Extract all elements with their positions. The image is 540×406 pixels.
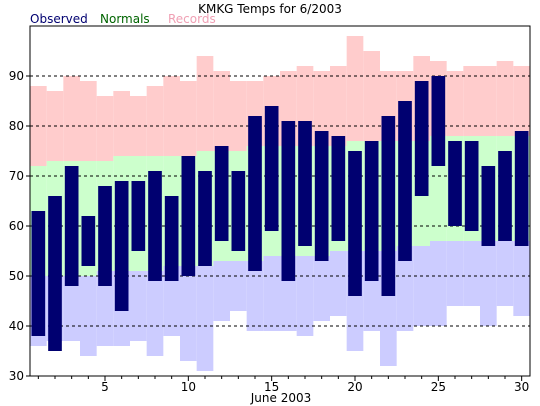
record-low-bar xyxy=(263,256,280,331)
record-low-bar xyxy=(296,256,314,336)
record-low-bar xyxy=(513,241,530,316)
observed-bar xyxy=(431,76,446,166)
x-axis-ticks: 5 10 15 20 25 30 xyxy=(37,376,529,394)
record-low-bar xyxy=(496,241,514,306)
record-high-bar xyxy=(446,71,464,136)
observed-bar xyxy=(314,131,329,261)
y-tick-label: 50 xyxy=(9,269,24,283)
observed-bar xyxy=(81,216,96,266)
legend-records: Records xyxy=(168,12,216,26)
record-low-bar xyxy=(246,261,264,331)
record-low-bar xyxy=(446,241,464,306)
observed-bar xyxy=(281,121,296,281)
record-low-bar xyxy=(396,246,414,331)
y-axis-ticks: 30 40 50 60 70 80 90 xyxy=(9,69,30,383)
x-tick-label: 5 xyxy=(101,380,109,394)
record-high-bar xyxy=(363,51,380,141)
observed-bar xyxy=(148,171,162,281)
observed-bar xyxy=(248,116,262,271)
y-tick-label: 30 xyxy=(9,369,24,383)
observed-bar xyxy=(264,106,279,231)
record-low-bar xyxy=(313,256,330,321)
x-tick-label: 25 xyxy=(431,380,446,394)
observed-bar xyxy=(114,181,129,311)
record-high-bar xyxy=(113,91,130,156)
record-high-bar xyxy=(213,71,230,151)
observed-bar xyxy=(31,211,46,336)
observed-bar xyxy=(298,121,312,246)
observed-bar xyxy=(514,131,529,246)
observed-bar xyxy=(98,186,112,286)
record-high-bar xyxy=(180,81,197,156)
observed-bar xyxy=(48,196,62,351)
observed-bar xyxy=(414,81,429,196)
record-low-bar xyxy=(413,246,430,326)
observed-bar xyxy=(381,116,396,296)
y-tick-label: 40 xyxy=(9,319,24,333)
record-high-bar xyxy=(496,61,514,136)
record-high-bar xyxy=(463,66,480,136)
record-low-bar xyxy=(213,261,230,321)
x-tick-label: 15 xyxy=(264,380,279,394)
observed-bar xyxy=(64,166,79,286)
observed-bar xyxy=(364,141,379,281)
observed-bar xyxy=(181,156,196,276)
gridlines xyxy=(30,75,530,327)
record-high-bar xyxy=(63,76,80,161)
y-tick-label: 90 xyxy=(9,69,24,83)
record-high-bar xyxy=(346,36,364,141)
observed-bar xyxy=(331,136,346,241)
record-high-bar xyxy=(80,81,97,161)
record-high-bar xyxy=(330,66,347,146)
observed-bar xyxy=(398,101,412,261)
x-tick-label: 20 xyxy=(347,380,362,394)
observed-bar xyxy=(198,171,212,266)
x-tick-label: 30 xyxy=(514,380,529,394)
plot-frame xyxy=(29,25,531,377)
legend-observed: Observed xyxy=(30,12,88,26)
observed-bar xyxy=(464,141,479,231)
record-high-bar xyxy=(96,96,114,161)
legend-normals: Normals xyxy=(100,12,150,26)
y-tick-label: 60 xyxy=(9,219,24,233)
legend: Observed Normals Records xyxy=(30,12,216,26)
observed-bar xyxy=(448,141,462,226)
record-low-bar xyxy=(96,271,114,346)
y-tick-label: 70 xyxy=(9,169,24,183)
record-high-bar xyxy=(513,66,530,136)
observed-bar xyxy=(164,196,179,281)
observed-bar xyxy=(498,151,512,241)
record-high-bar xyxy=(480,66,497,136)
record-low-bar xyxy=(180,266,197,361)
observed-bar xyxy=(481,166,496,246)
record-high-bar xyxy=(163,76,180,156)
observed-bar xyxy=(131,181,146,251)
record-high-bar xyxy=(146,86,164,156)
observed-bars xyxy=(31,76,529,351)
record-high-bar xyxy=(313,71,330,146)
x-axis-label: June 2003 xyxy=(250,391,312,405)
record-low-bar xyxy=(130,271,147,341)
observed-bar xyxy=(348,151,362,296)
x-tick-label: 10 xyxy=(181,380,196,394)
record-low-bar xyxy=(146,271,164,356)
chart-title: KMKG Temps for 6/2003 xyxy=(198,2,342,16)
record-low-bar xyxy=(196,266,214,371)
record-low-bar xyxy=(230,261,247,311)
record-low-bar xyxy=(163,266,180,336)
record-high-bar xyxy=(230,81,247,151)
record-low-bar xyxy=(480,241,497,326)
observed-bar xyxy=(214,146,229,241)
record-low-bar xyxy=(80,276,97,356)
y-tick-label: 80 xyxy=(9,119,24,133)
plot-border xyxy=(29,25,531,377)
record-high-bar xyxy=(196,56,214,151)
record-low-bar xyxy=(63,276,80,341)
record-low-bar xyxy=(463,241,480,306)
record-low-bar xyxy=(430,241,447,326)
record-low-bar xyxy=(330,251,347,316)
observed-bar xyxy=(231,171,246,251)
